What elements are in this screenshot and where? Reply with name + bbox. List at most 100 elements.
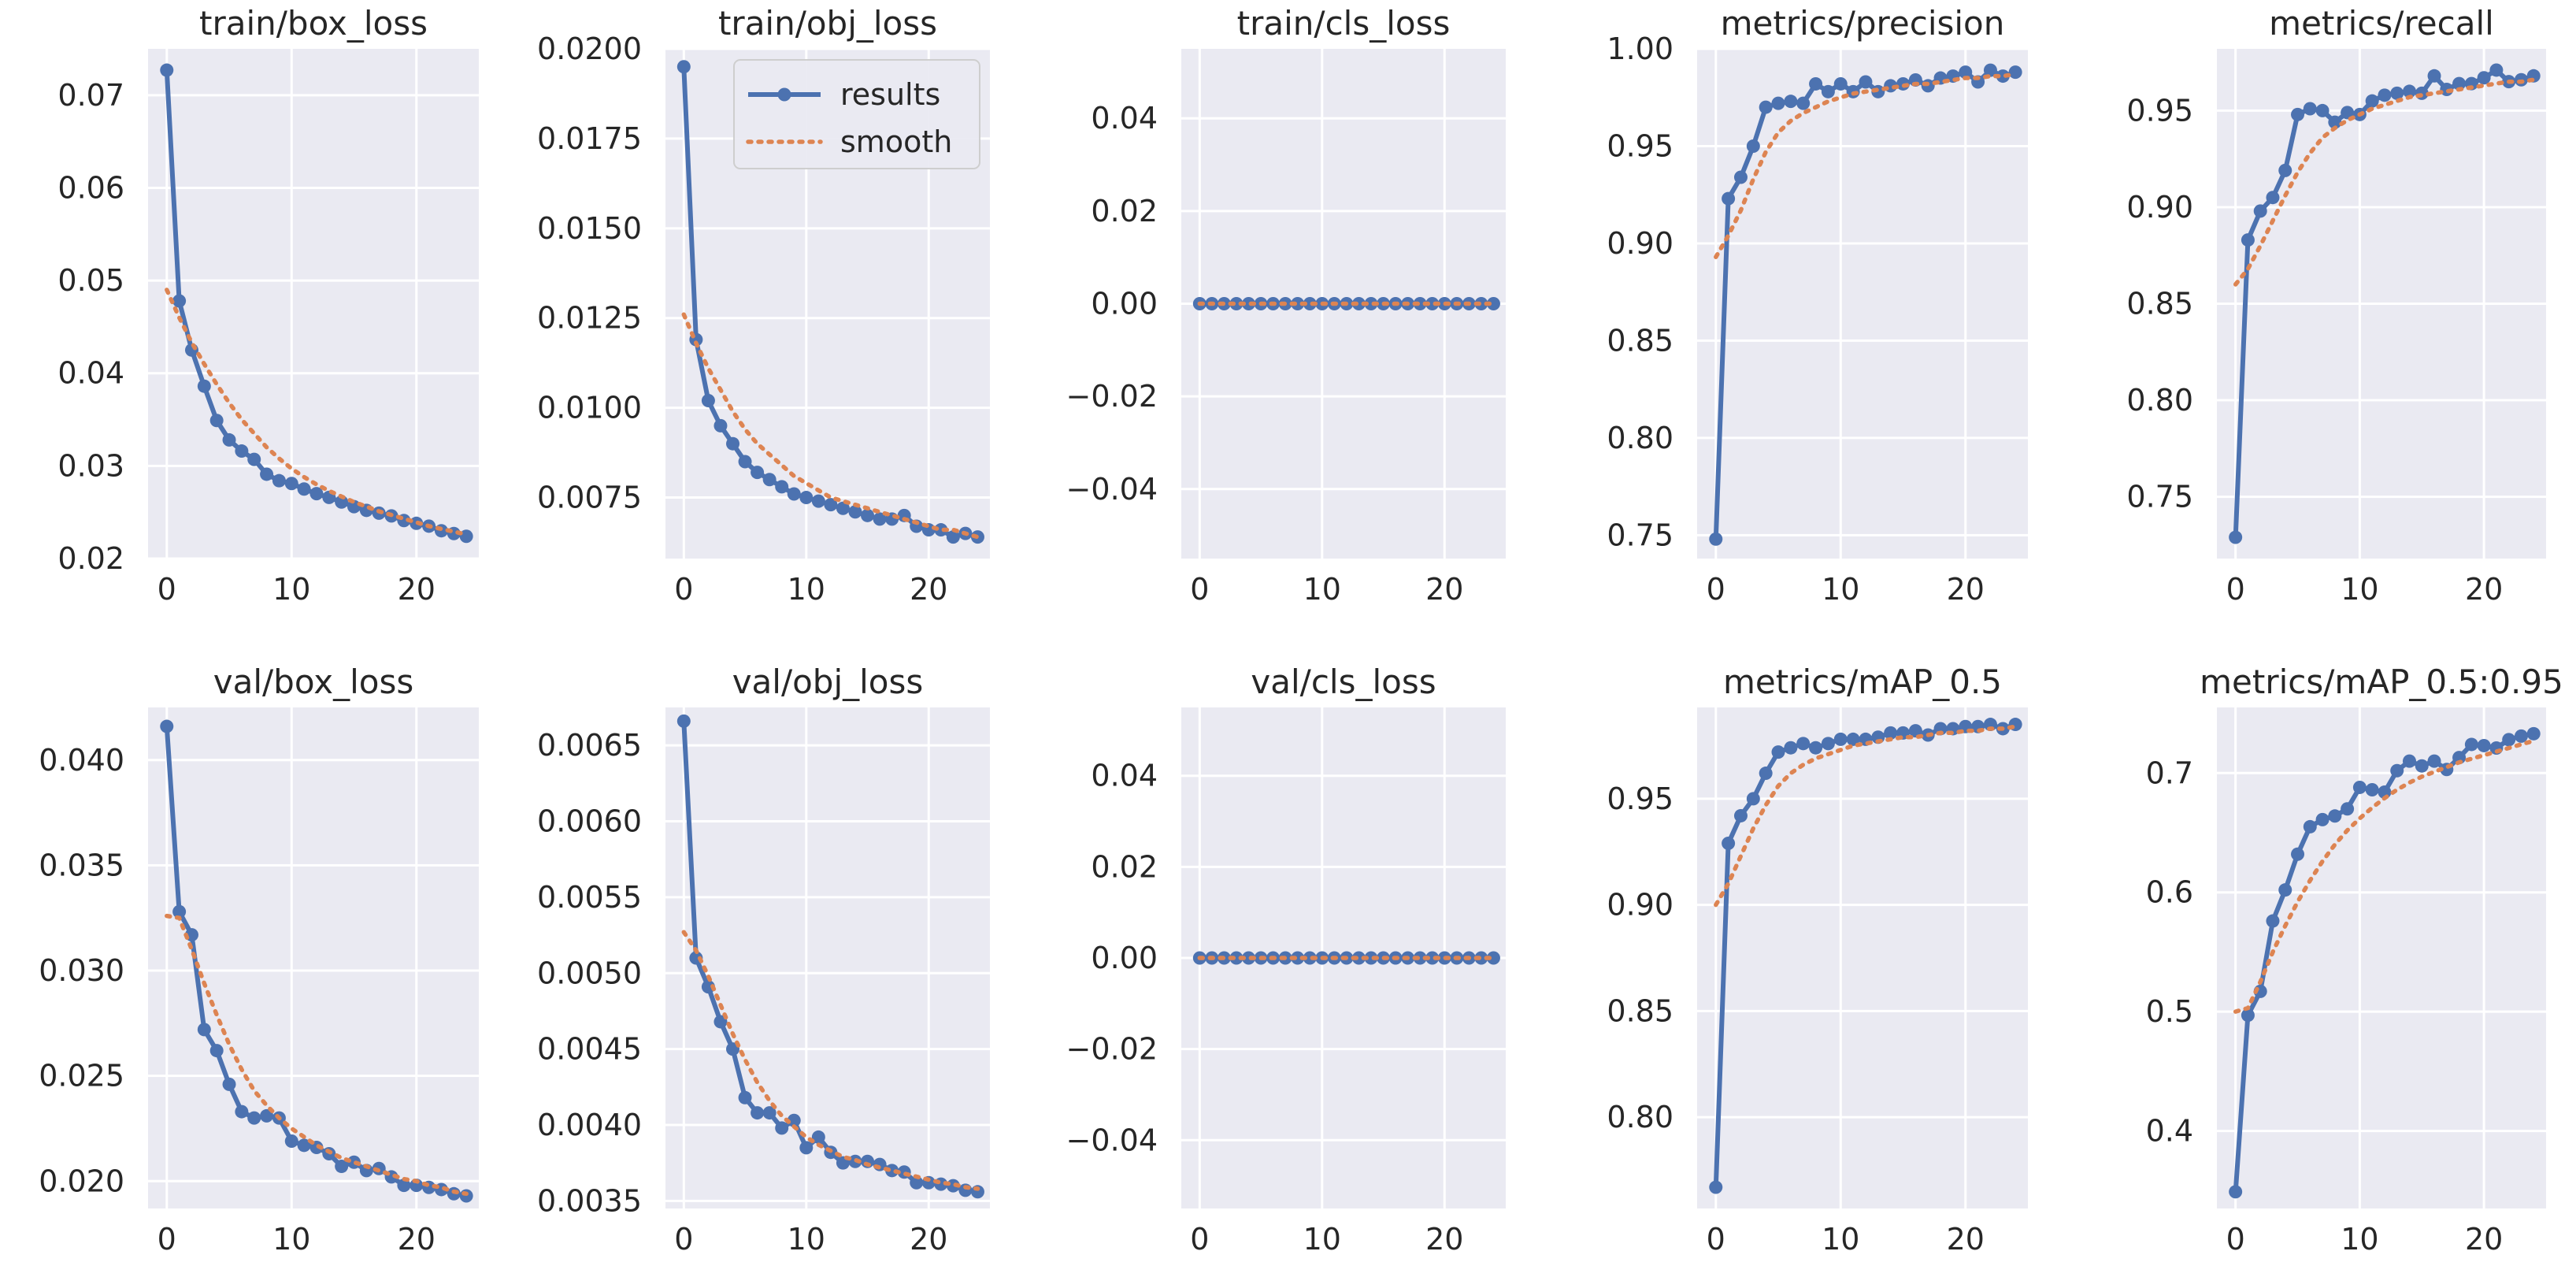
results-point — [1884, 726, 1898, 740]
y-tick-label: 0.0065 — [537, 728, 642, 763]
x-tick-label: 0 — [1707, 572, 1725, 607]
results-point — [1425, 297, 1440, 310]
legend-results-marker — [777, 87, 791, 102]
y-tick-label: 0.90 — [1607, 888, 1673, 923]
results-point — [2266, 191, 2280, 205]
results-point — [751, 466, 765, 480]
y-tick-label: 0.020 — [39, 1164, 124, 1198]
results-point — [1364, 297, 1378, 310]
results-point — [297, 1138, 311, 1153]
results-point — [2390, 86, 2404, 100]
x-tick-label: 20 — [2465, 572, 2503, 607]
y-tick-label: 0.040 — [39, 743, 124, 778]
y-tick-label: −0.04 — [1066, 472, 1158, 507]
results-point — [1784, 95, 1798, 109]
results-point — [1821, 737, 1835, 751]
plot-area — [148, 49, 479, 559]
x-tick-label: 20 — [398, 1222, 436, 1257]
results-point — [2241, 1008, 2255, 1023]
results-point — [934, 523, 948, 537]
x-tick-label: 20 — [910, 572, 947, 607]
results-point — [1833, 732, 1848, 746]
results-point — [2489, 63, 2504, 77]
results-point — [676, 714, 691, 728]
subplot-title: train/obj_loss — [718, 4, 937, 43]
results-point — [762, 1106, 777, 1120]
y-tick-label: 0.5 — [2146, 994, 2193, 1029]
results-point — [2378, 88, 2392, 102]
subplot-title: metrics/precision — [1721, 4, 2005, 43]
results-point — [787, 487, 801, 501]
results-point — [1809, 76, 1823, 91]
results-point — [1796, 737, 1811, 751]
results-point — [2352, 780, 2367, 794]
results-point — [1959, 65, 1973, 80]
results-point — [701, 980, 715, 994]
subplot-title: metrics/mAP_0.5:0.95 — [2200, 663, 2563, 701]
y-tick-label: −0.04 — [1066, 1123, 1158, 1157]
results-point — [1733, 170, 1748, 184]
y-tick-label: 0.0200 — [537, 32, 642, 66]
results-point — [2452, 751, 2467, 765]
results-point — [2008, 65, 2022, 80]
results-point — [397, 1179, 411, 1193]
results-point — [209, 414, 224, 428]
x-tick-label: 0 — [2226, 572, 2245, 607]
subplot-train-box-loss: 0 10 20 0.02 0.03 0.04 0.05 0.06 0.07 train/box_l… — [57, 4, 479, 607]
results-point — [2464, 737, 2478, 752]
results-point — [2427, 69, 2441, 83]
subplot-val-cls-loss: 0 10 20 −0.04 −0.02 0.00 0.02 0.04 val/cls_loss — [1066, 663, 1506, 1257]
y-tick-label: 0.80 — [1607, 421, 1673, 455]
results-point — [2229, 530, 2243, 544]
results-point — [2278, 883, 2292, 897]
x-tick-label: 10 — [272, 572, 310, 607]
results-point — [762, 473, 777, 487]
results-point — [2328, 115, 2342, 129]
results-point — [2278, 163, 2292, 177]
y-tick-label: 0.05 — [57, 263, 124, 298]
results-point — [284, 1134, 298, 1148]
y-tick-label: 0.0175 — [537, 121, 642, 156]
y-tick-label: 0.02 — [57, 541, 124, 576]
y-tick-label: 0.75 — [2126, 480, 2193, 514]
y-tick-label: 0.02 — [1091, 849, 1158, 884]
results-point — [1242, 951, 1256, 965]
results-point — [1229, 951, 1244, 965]
y-tick-label: 0.95 — [2126, 93, 2193, 128]
smooth-series-line — [2233, 77, 2536, 287]
results-point — [2341, 106, 2355, 120]
x-tick-label: 20 — [1425, 572, 1463, 607]
smooth-series-line — [1714, 72, 2018, 259]
plot-area — [1697, 49, 2028, 559]
x-tick-label: 0 — [2226, 1222, 2245, 1257]
results-point — [1722, 191, 1736, 206]
y-tick-label: 0.04 — [57, 356, 124, 391]
results-point — [1351, 951, 1366, 965]
subplot-train-obj-loss: 0 10 20 0.0075 0.0100 0.0125 0.0150 0.0175 0.020… — [537, 4, 990, 607]
x-tick-label: 20 — [1425, 1222, 1463, 1257]
results-point — [910, 1175, 924, 1190]
y-tick-label: 0.07 — [57, 78, 124, 113]
x-tick-label: 0 — [1707, 1222, 1725, 1257]
results-point — [1759, 100, 1773, 114]
smooth-series-line — [165, 288, 469, 537]
subplot-metrics-map-0-5-0-95: 0 10 20 0.4 0.5 0.6 0.7 metrics/mAP_0.5:0.95 — [2146, 663, 2563, 1257]
results-point — [1846, 732, 1860, 746]
results-point — [1996, 69, 2010, 84]
legend-frame — [733, 59, 980, 169]
subplot-metrics-precision: 0 10 20 0.75 0.80 0.85 0.90 0.95 1.00 metrics/pre… — [1607, 4, 2028, 607]
results-point — [2291, 847, 2305, 861]
y-tick-label: 0.04 — [1091, 101, 1158, 136]
results-point — [836, 501, 850, 515]
results-point — [2341, 802, 2355, 816]
results-point — [1908, 724, 1922, 738]
subplot-title: val/obj_loss — [732, 663, 924, 701]
results-point — [1425, 951, 1440, 965]
y-tick-label: 0.0055 — [537, 880, 642, 915]
x-tick-label: 0 — [1190, 572, 1209, 607]
results-point — [1771, 745, 1785, 759]
x-tick-label: 0 — [1190, 1222, 1209, 1257]
results-point — [799, 1141, 814, 1155]
results-point — [861, 508, 875, 522]
y-tick-label: 0.85 — [2126, 287, 2193, 321]
